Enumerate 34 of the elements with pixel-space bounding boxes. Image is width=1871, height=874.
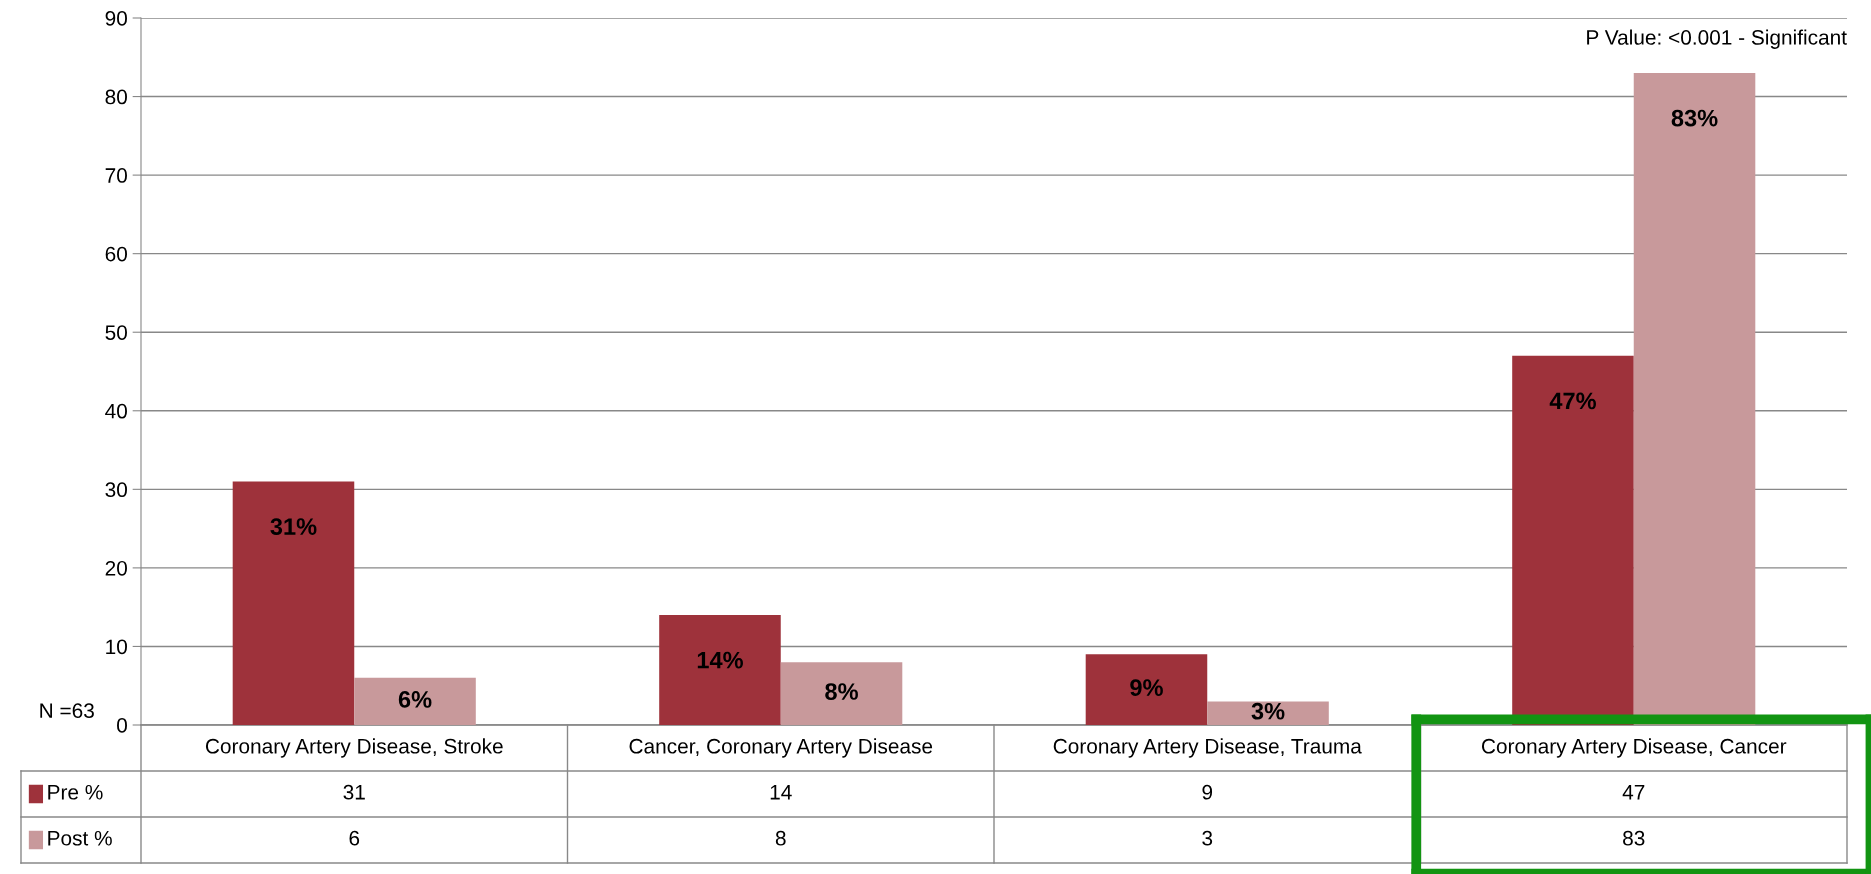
- annotation: 83%: [1671, 109, 1718, 127]
- annotation: 8%: [825, 683, 858, 700]
- annotation: 3%: [1251, 702, 1285, 720]
- data-label: 6: [349, 830, 360, 846]
- legend-label: Pre %: [48, 784, 103, 800]
- annotation: 14%: [697, 651, 743, 669]
- x-tick-label: Coronary Artery Disease, Trauma: [1053, 738, 1362, 758]
- annotation: 47%: [1549, 392, 1596, 410]
- data-label: 47: [1622, 785, 1645, 800]
- y-tick-label: 80: [105, 89, 127, 105]
- y-tick-label: 60: [105, 246, 127, 262]
- data-label: 14: [770, 785, 792, 800]
- y-tick-label: 10: [106, 639, 127, 655]
- annotation: 9%: [1130, 679, 1163, 696]
- y-tick-label: 70: [105, 168, 127, 183]
- x-tick-label: Coronary Artery Disease, Stroke: [205, 738, 503, 758]
- y-tick-label: 20: [105, 560, 127, 576]
- data-label: 31: [343, 784, 365, 800]
- y-tick-label: 50: [105, 325, 127, 340]
- y-tick-label: 90: [105, 11, 127, 26]
- annotation: P Value: <0.001 - Significant: [1587, 29, 1847, 49]
- annotation: 31%: [270, 518, 317, 535]
- y-tick-label: 0: [117, 718, 127, 733]
- legend-label: Post %: [48, 830, 112, 846]
- x-tick-label: Cancer, Coronary Artery Disease: [629, 738, 933, 758]
- data-label: 9: [1202, 784, 1213, 800]
- y-tick-label: 30: [105, 482, 127, 498]
- data-label: 3: [1202, 830, 1213, 846]
- data-label: 8: [775, 830, 786, 846]
- annotation: 6%: [398, 691, 432, 708]
- data-label: 83: [1623, 830, 1645, 846]
- y-tick-label: 40: [105, 403, 127, 419]
- text: N =63: [40, 703, 94, 719]
- x-tick-label: Coronary Artery Disease, Cancer: [1481, 738, 1787, 758]
